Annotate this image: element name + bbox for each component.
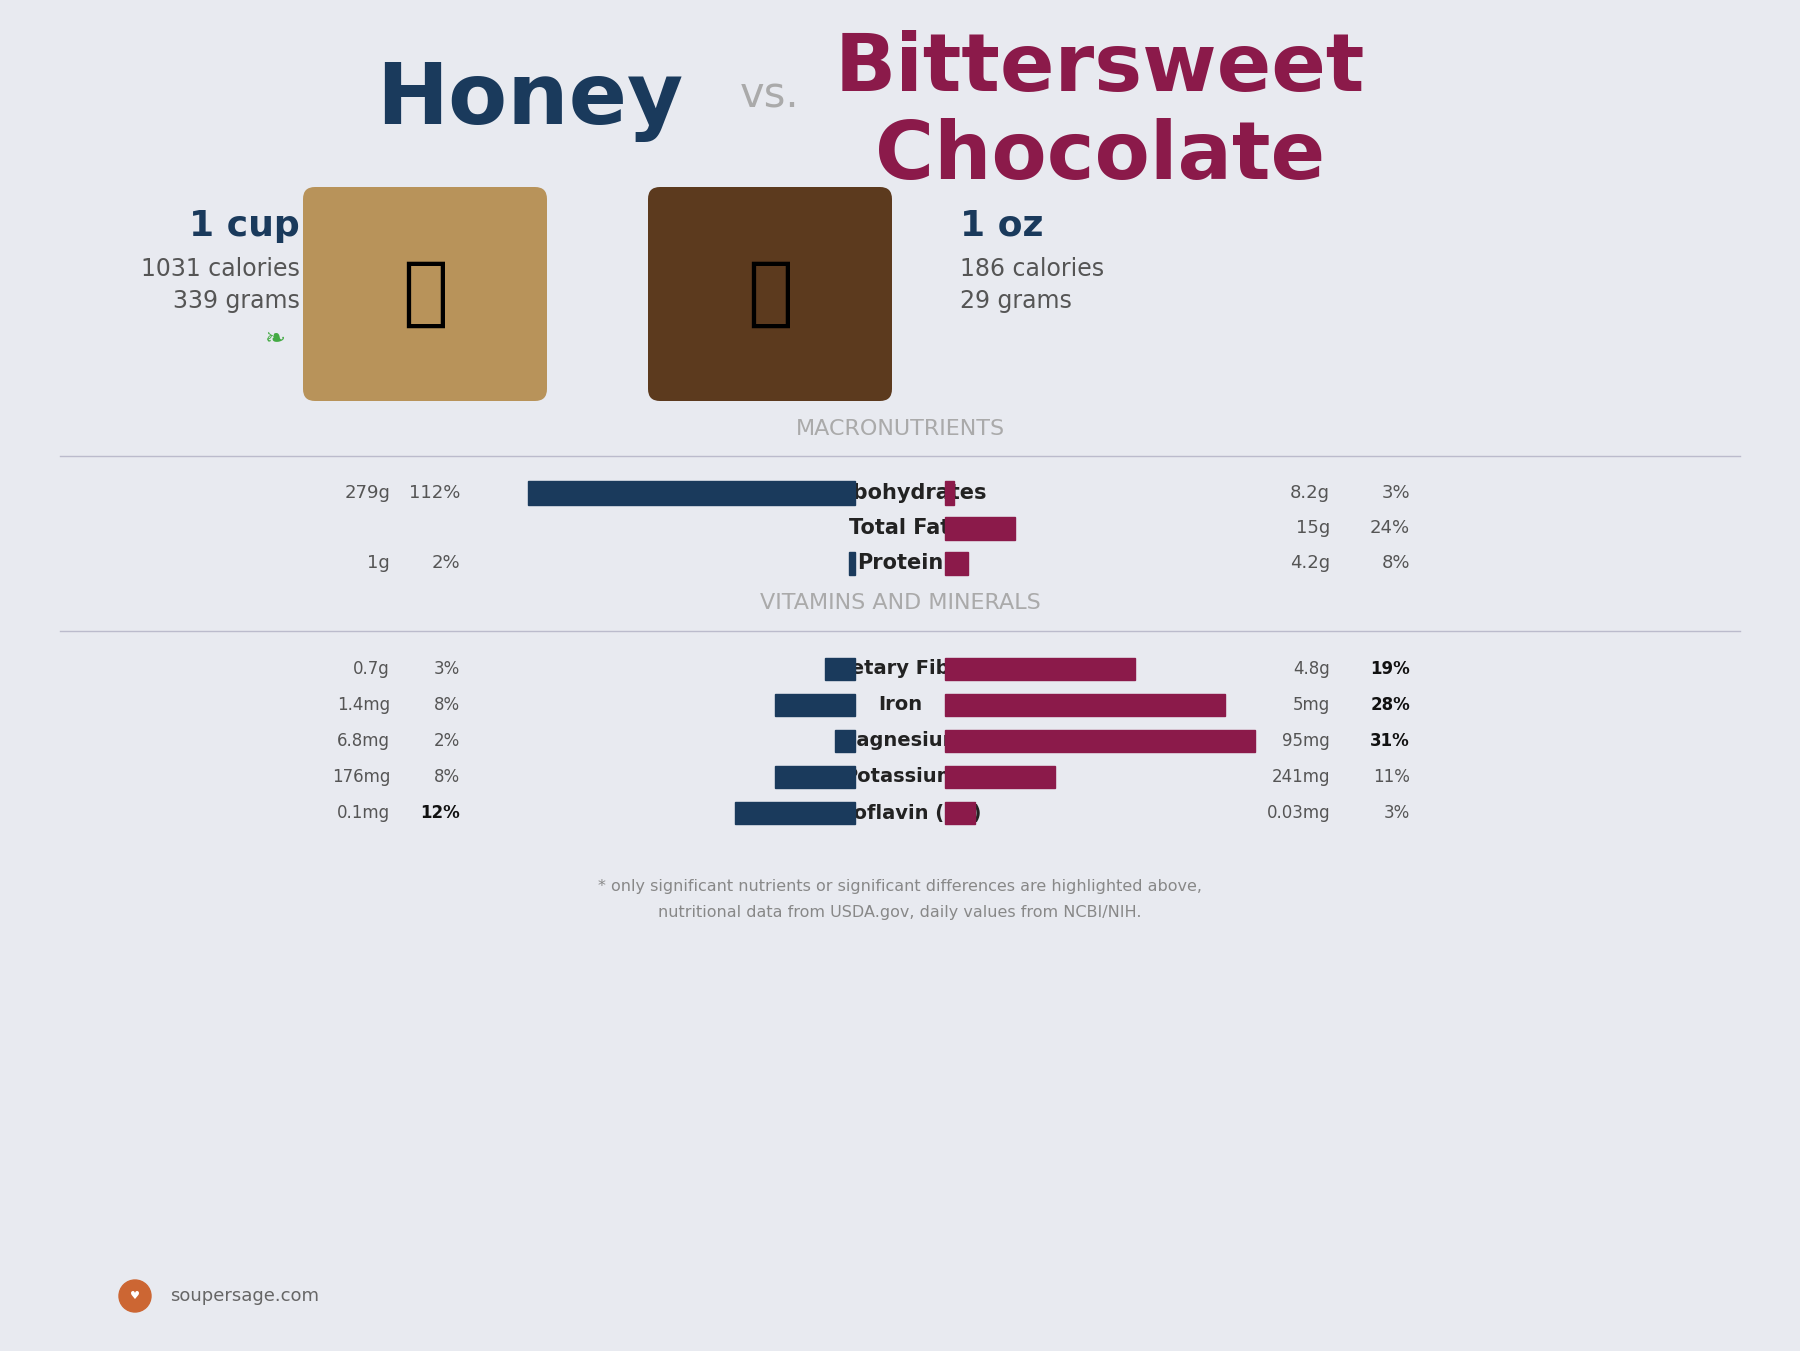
Text: ♥: ♥: [130, 1292, 140, 1301]
Text: 11%: 11%: [1373, 767, 1409, 786]
Text: 8.2g: 8.2g: [1291, 484, 1330, 503]
Text: 24%: 24%: [1370, 519, 1409, 536]
Text: vs.: vs.: [740, 76, 799, 118]
Bar: [529, 481, 855, 504]
Text: 19%: 19%: [1370, 661, 1409, 678]
Text: 279g: 279g: [344, 484, 391, 503]
Text: 95mg: 95mg: [1282, 732, 1330, 750]
Bar: [945, 658, 1136, 680]
Bar: [824, 658, 855, 680]
Bar: [945, 730, 1255, 753]
Text: VITAMINS AND MINERALS: VITAMINS AND MINERALS: [760, 593, 1040, 613]
Text: 176mg: 176mg: [331, 767, 391, 786]
Text: soupersage.com: soupersage.com: [169, 1288, 319, 1305]
Bar: [945, 481, 954, 504]
Text: Carbohydrates: Carbohydrates: [814, 484, 986, 503]
Text: Protein: Protein: [857, 553, 943, 573]
Text: 241mg: 241mg: [1271, 767, 1330, 786]
Text: 28%: 28%: [1370, 696, 1409, 713]
Text: 15g: 15g: [1296, 519, 1330, 536]
Text: 31%: 31%: [1370, 732, 1409, 750]
Bar: [945, 766, 1055, 788]
Bar: [945, 516, 1015, 539]
Bar: [945, 802, 976, 824]
Text: 1.4mg: 1.4mg: [337, 696, 391, 713]
Text: 5mg: 5mg: [1292, 696, 1330, 713]
Text: 1 oz: 1 oz: [959, 209, 1044, 243]
Bar: [776, 766, 855, 788]
FancyBboxPatch shape: [302, 186, 547, 401]
Bar: [734, 802, 855, 824]
Text: 0.7g: 0.7g: [353, 661, 391, 678]
Text: Magnesium: Magnesium: [837, 731, 963, 751]
Text: ❧: ❧: [265, 327, 284, 351]
Text: 186 calories: 186 calories: [959, 257, 1103, 281]
Text: 0.03mg: 0.03mg: [1267, 804, 1330, 821]
Text: 2%: 2%: [434, 732, 461, 750]
Bar: [945, 551, 968, 574]
Text: 4.8g: 4.8g: [1292, 661, 1330, 678]
Text: 3%: 3%: [434, 661, 461, 678]
Text: 3%: 3%: [1381, 484, 1409, 503]
Text: 339 grams: 339 grams: [173, 289, 301, 313]
Text: * only significant nutrients or significant differences are highlighted above,: * only significant nutrients or signific…: [598, 878, 1202, 893]
Text: MACRONUTRIENTS: MACRONUTRIENTS: [796, 419, 1004, 439]
Text: 6.8mg: 6.8mg: [337, 732, 391, 750]
Text: 8%: 8%: [434, 696, 461, 713]
Bar: [850, 551, 855, 574]
Circle shape: [119, 1279, 151, 1312]
Text: Potassium: Potassium: [842, 767, 958, 786]
Text: 0.1mg: 0.1mg: [337, 804, 391, 821]
Text: 3%: 3%: [1384, 804, 1409, 821]
Text: 112%: 112%: [409, 484, 461, 503]
Bar: [835, 730, 855, 753]
Text: 4.2g: 4.2g: [1291, 554, 1330, 571]
Bar: [945, 694, 1226, 716]
FancyBboxPatch shape: [648, 186, 893, 401]
Text: nutritional data from USDA.gov, daily values from NCBI/NIH.: nutritional data from USDA.gov, daily va…: [659, 905, 1141, 920]
Text: Riboflavin (B2): Riboflavin (B2): [819, 804, 981, 823]
Text: 2%: 2%: [432, 554, 461, 571]
Text: Bittersweet
Chocolate: Bittersweet Chocolate: [835, 31, 1364, 196]
Text: 1g: 1g: [367, 554, 391, 571]
Text: 12%: 12%: [419, 804, 461, 821]
Text: Honey: Honey: [376, 59, 684, 142]
Text: Iron: Iron: [878, 696, 922, 715]
Text: 8%: 8%: [1382, 554, 1409, 571]
Text: 1 cup: 1 cup: [189, 209, 301, 243]
Text: 🍫: 🍫: [747, 257, 794, 331]
Text: 29 grams: 29 grams: [959, 289, 1071, 313]
Text: 🍯: 🍯: [401, 257, 448, 331]
Text: Total Fat: Total Fat: [850, 517, 950, 538]
Text: Dietary Fiber: Dietary Fiber: [828, 659, 972, 678]
Bar: [776, 694, 855, 716]
Text: 1031 calories: 1031 calories: [140, 257, 301, 281]
Text: 8%: 8%: [434, 767, 461, 786]
